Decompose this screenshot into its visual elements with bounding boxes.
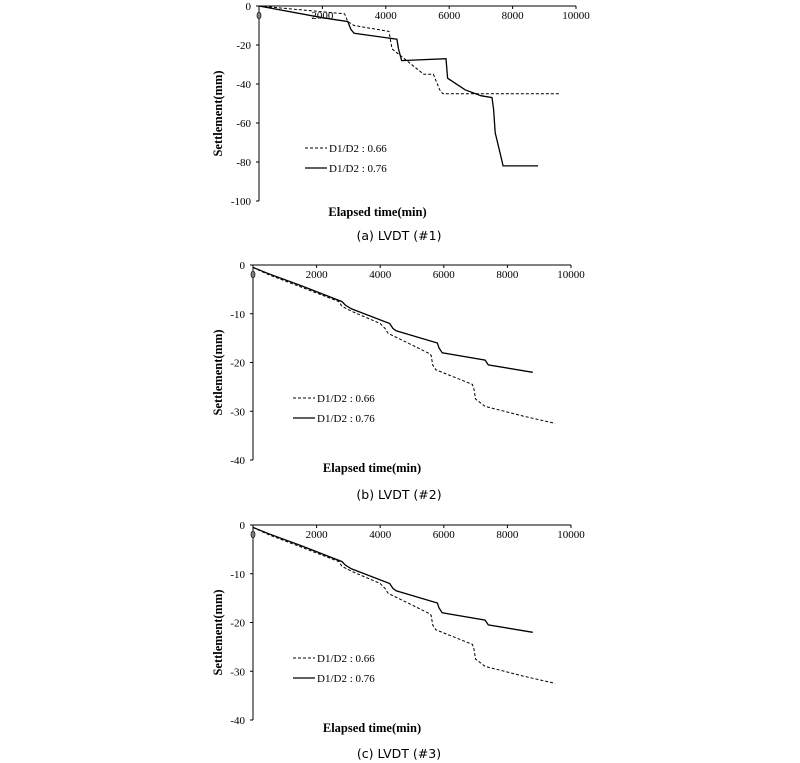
y-tick-label: -40 xyxy=(230,715,245,727)
x-tick-label: 6000 xyxy=(433,529,456,541)
figure-caption: (c) LVDT (#3) xyxy=(357,746,441,761)
series-line-dashed xyxy=(252,266,556,424)
series-line-solid xyxy=(252,526,533,633)
legend-label: D1/D2 : 0.66 xyxy=(317,393,375,405)
x-tick-label: 2000 xyxy=(306,529,329,541)
x-tick-label: 10000 xyxy=(562,10,590,22)
x-tick-label: 8000 xyxy=(496,529,519,541)
x-tick-label: 6000 xyxy=(433,269,456,281)
x-axis-title: Elapsed time(min) xyxy=(323,721,421,735)
series-line-solid xyxy=(258,5,538,167)
x-tick-label: 10000 xyxy=(557,269,585,281)
y-tick-label: -40 xyxy=(236,79,251,91)
series-line-dashed xyxy=(252,526,556,684)
y-tick-label: -100 xyxy=(231,196,252,208)
y-axis-title: Settlement(mm) xyxy=(211,329,225,415)
y-tick-label: -20 xyxy=(236,40,251,52)
x-tick-label: 8000 xyxy=(496,269,519,281)
x-tick-label: 10000 xyxy=(557,529,585,541)
y-tick-label: -10 xyxy=(230,569,245,581)
series-line-solid xyxy=(252,266,533,373)
y-tick-label: -80 xyxy=(236,157,251,169)
y-tick-label: -30 xyxy=(230,406,245,418)
y-tick-label: -30 xyxy=(230,666,245,678)
y-tick-label: -60 xyxy=(236,118,251,130)
legend-label: D1/D2 : 0.76 xyxy=(329,163,387,175)
x-axis-title: Elapsed time(min) xyxy=(328,205,426,219)
y-tick-label: -10 xyxy=(230,309,245,321)
y-tick-label: -40 xyxy=(230,455,245,467)
x-tick-label: 2000 xyxy=(306,269,329,281)
x-tick-label: 0 xyxy=(250,269,256,281)
y-axis-title: Settlement(mm) xyxy=(211,70,225,156)
x-tick-label: 6000 xyxy=(438,10,461,22)
x-tick-label: 4000 xyxy=(369,269,392,281)
y-tick-label: 0 xyxy=(240,520,246,532)
x-tick-label: 8000 xyxy=(502,10,525,22)
legend-label: D1/D2 : 0.76 xyxy=(317,673,375,685)
x-tick-label: 0 xyxy=(256,10,262,22)
legend-label: D1/D2 : 0.66 xyxy=(329,143,387,155)
series-line-dashed xyxy=(258,5,561,95)
y-axis-title: Settlement(mm) xyxy=(211,589,225,675)
figure-caption: (b) LVDT (#2) xyxy=(356,487,441,502)
y-tick-label: -20 xyxy=(230,618,245,630)
figure-caption: (a) LVDT (#1) xyxy=(357,228,442,243)
legend-label: D1/D2 : 0.66 xyxy=(317,653,375,665)
legend-label: D1/D2 : 0.76 xyxy=(317,413,375,425)
y-tick-label: 0 xyxy=(246,1,252,13)
x-tick-label: 0 xyxy=(250,529,256,541)
x-axis-title: Elapsed time(min) xyxy=(323,461,421,475)
chart-panel-2: 0 2000 4000 6000 8000 10000 0 -10 -20 -30 -40 Elaps… xyxy=(211,260,585,502)
x-tick-label: 4000 xyxy=(369,529,392,541)
chart-panel-1: 0 2000 4000 6000 8000 100000-20-40-60-80-100E… xyxy=(211,1,590,243)
x-tick-label: 4000 xyxy=(375,10,398,22)
y-tick-label: -20 xyxy=(230,358,245,370)
y-tick-label: 0 xyxy=(240,260,246,272)
chart-panel-3: 0 2000 4000 6000 8000 10000 0 -10 -20 -30 -40 Elaps… xyxy=(211,520,585,761)
